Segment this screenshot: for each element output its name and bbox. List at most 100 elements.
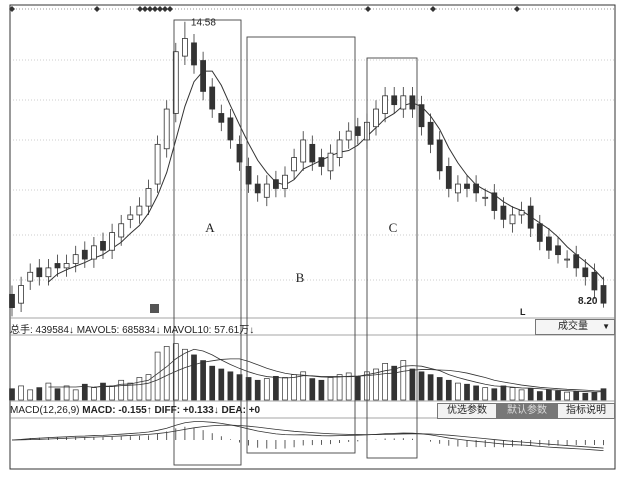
- optimize-params-button[interactable]: 优选参数: [437, 403, 497, 419]
- mavol5: MAVOL5: 685834↓: [76, 325, 161, 336]
- volume-bar: [564, 391, 570, 401]
- zone-box: [173, 19, 242, 466]
- high-price-label: 14.58: [191, 18, 216, 29]
- candle-down: [254, 183, 261, 194]
- candle-up: [509, 214, 516, 225]
- volume-bar: [309, 378, 316, 401]
- candle-up: [300, 139, 307, 163]
- candle-down: [227, 117, 234, 141]
- chart-border: [9, 4, 616, 470]
- total-volume: 总手: 439584↓: [10, 325, 74, 336]
- candle-down: [491, 192, 498, 211]
- volume-bar: [136, 377, 143, 401]
- zone-label: A: [205, 220, 215, 235]
- volume-bar: [527, 388, 534, 401]
- candle-up: [336, 139, 343, 158]
- volume-bar: [536, 391, 543, 401]
- candle-up: [136, 205, 143, 216]
- volume-bar: [491, 388, 498, 401]
- macd-value: MACD: -0.155↑: [82, 405, 152, 416]
- volume-bar: [409, 368, 416, 401]
- volume-bar: [236, 374, 243, 401]
- volume-bar: [482, 387, 489, 401]
- candle-down: [54, 263, 61, 269]
- candle-down: [427, 121, 434, 145]
- volume-bar: [27, 389, 34, 401]
- candle-down: [318, 157, 325, 167]
- candle-down: [464, 183, 470, 189]
- candle-down: [600, 285, 607, 304]
- event-diamond-icon: [514, 6, 520, 12]
- zone-box: [366, 57, 418, 459]
- candle-up: [373, 108, 379, 128]
- indicator-select-value: 成交量: [558, 321, 588, 332]
- indicator-select[interactable]: 成交量 ▼: [535, 319, 615, 335]
- volume-bar: [291, 374, 297, 401]
- volume-bar: [436, 377, 443, 401]
- candle-down: [200, 60, 207, 92]
- candle-down: [36, 267, 43, 278]
- candle-up: [518, 210, 525, 216]
- volume-bar: [354, 375, 361, 401]
- candle-down: [536, 223, 543, 242]
- event-diamond-icon: [167, 6, 173, 12]
- event-diamond-icon: [142, 6, 148, 12]
- volume-bar: [18, 385, 24, 401]
- candle-up: [109, 232, 115, 251]
- event-diamond-icon: [9, 6, 15, 12]
- default-params-button[interactable]: 默认参数: [497, 403, 557, 419]
- zone-box: [246, 36, 356, 454]
- chevron-down-icon: ▼: [602, 322, 610, 331]
- event-diamond-icon: [137, 6, 143, 12]
- zone-label: C: [389, 220, 398, 235]
- volume-bar: [573, 391, 580, 401]
- diff-value: DIFF: +0.133↓: [154, 405, 219, 416]
- volume-bar: [473, 385, 479, 401]
- volume-bar: [555, 390, 561, 401]
- candle-up: [45, 267, 52, 278]
- candle-down: [582, 267, 589, 278]
- volume-bar: [36, 387, 43, 401]
- mavol10-line: [93, 358, 604, 392]
- candle-up: [263, 183, 270, 198]
- volume-bar: [127, 382, 134, 401]
- mavol5-line: [48, 348, 604, 393]
- candle-up: [181, 38, 188, 57]
- event-diamond-icon: [152, 6, 158, 12]
- candle-down: [573, 254, 580, 269]
- candle-up: [291, 157, 298, 172]
- candle-up: [18, 285, 25, 304]
- volume-bar: [72, 389, 79, 401]
- indicator-help-button[interactable]: 指标说明: [557, 403, 615, 419]
- volume-bar: [182, 348, 188, 401]
- volume-bar: [100, 382, 106, 401]
- candle-up: [327, 152, 334, 172]
- candle-down: [546, 236, 552, 251]
- volume-bar: [546, 389, 552, 401]
- volume-bar: [373, 368, 379, 401]
- candle-up: [163, 108, 170, 150]
- volume-bar: [300, 371, 307, 401]
- volume-header: 总手: 439584↓ MAVOL5: 685834↓ MAVOL10: 57.…: [10, 321, 254, 336]
- candle-down: [527, 205, 534, 229]
- volume-bar: [464, 383, 470, 401]
- volume-bar: [145, 374, 152, 401]
- candle-up: [154, 143, 161, 185]
- volume-bar: [81, 383, 88, 401]
- volume-bar: [345, 372, 352, 401]
- low-price-label: 8.20: [578, 296, 598, 307]
- candle-down: [409, 95, 416, 110]
- dea-line: [11, 424, 604, 449]
- volume-bar: [318, 379, 325, 401]
- diff-line: [11, 421, 604, 452]
- candle-down: [354, 126, 361, 136]
- volume-bar: [63, 385, 70, 401]
- volume-bar: [245, 377, 252, 401]
- candle-down: [81, 249, 88, 260]
- event-diamond-icon: [365, 6, 371, 12]
- volume-bar: [200, 360, 206, 401]
- volume-bar: [45, 382, 52, 401]
- volume-bar: [9, 388, 15, 401]
- volume-bar: [336, 374, 343, 401]
- low-marker: L: [520, 307, 526, 317]
